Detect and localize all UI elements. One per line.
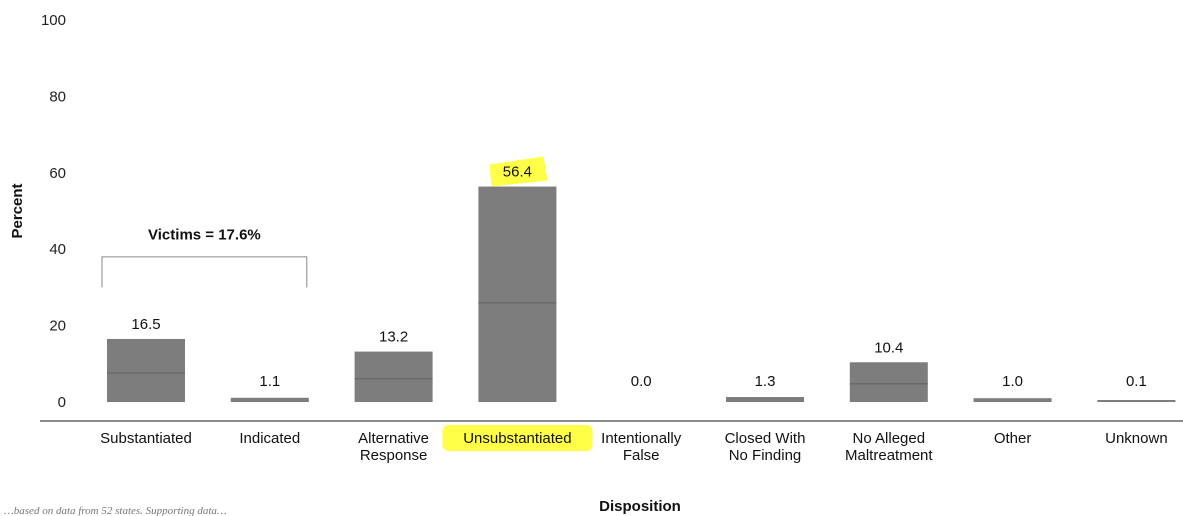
bar-indicated [230,397,309,402]
category-label-substantiated: Substantiated [100,430,192,447]
highlight-value-mark [489,156,548,187]
value-label-unsubstantiated: 56.4 [503,164,532,181]
bar-unknown [1097,400,1176,402]
category-label-line: Maltreatment [845,447,933,464]
y-tick-label-0: 0 [58,394,66,411]
value-label-alternative-response: 13.2 [379,329,408,346]
value-label-no-alleged-maltreatment: 10.4 [874,339,903,356]
value-label-unknown: 0.1 [1126,373,1147,390]
category-label-alternative-response: Alternative Response [358,430,429,464]
bar-alternative-response [354,351,433,402]
y-tick-label-40: 40 [49,241,66,258]
category-label-line: Unknown [1105,430,1168,447]
bars-layer [107,186,1176,402]
bar-substantiated [107,338,185,402]
bar-other [973,398,1052,402]
y-tick-label-80: 80 [49,88,66,105]
y-tick-label-60: 60 [49,165,66,182]
annotation-bracket [101,256,308,288]
annotation-layer: Victims = 17.6% [101,227,308,288]
category-label-indicated: Indicated [239,430,300,447]
category-label-other: Other [994,430,1032,447]
y-tick-label-100: 100 [41,12,66,29]
value-label-intentionally-false: 0.0 [631,373,652,390]
value-label-closed-with-no-finding: 1.3 [755,373,776,390]
annotation-label: Victims = 17.6% [148,227,261,244]
category-label-intentionally-false: Intentionally False [601,430,682,464]
bar-no-alleged-maltreatment [849,362,928,402]
highlight-category-mark [442,425,593,451]
bar-unsubstantiated [478,186,557,402]
x-axis-title: Disposition [599,498,681,515]
highlight-layer [442,156,593,451]
category-label-unknown: Unknown [1105,430,1168,447]
category-label-line: Unsubstantiated [463,430,571,447]
category-label-line: Closed With [725,430,806,447]
category-label-line: Intentionally [601,430,682,447]
labels-layer: 16.5 1.1 13.2 56.4 0.0 1.3 10.4 1.0 0.1 Substanti… [4,164,1168,516]
y-tick-label-20: 20 [49,318,66,335]
value-label-indicated: 1.1 [259,373,280,390]
category-label-closed-with-no-finding: Closed With No Finding [725,430,806,464]
category-label-line: Substantiated [100,430,192,447]
category-label-line: Indicated [239,430,300,447]
category-label-line: False [623,447,660,464]
y-axis-title: Percent [9,183,26,238]
category-label-line: No Alleged [853,430,926,447]
bar-closed-with-no-finding [726,397,804,402]
category-label-line: No Finding [729,447,802,464]
category-label-line: Response [360,447,428,464]
value-label-substantiated: 16.5 [131,316,160,333]
footnote: …based on data from 52 states. Supportin… [4,505,227,516]
category-label-line: Other [994,430,1032,447]
category-label-no-alleged-maltreatment: No Alleged Maltreatment [845,430,933,464]
axis-layer: 0 20 40 60 80 100 Percent Disposition [9,12,1183,515]
category-label-unsubstantiated: Unsubstantiated [463,430,571,447]
category-label-line: Alternative [358,430,429,447]
value-label-other: 1.0 [1002,373,1023,390]
